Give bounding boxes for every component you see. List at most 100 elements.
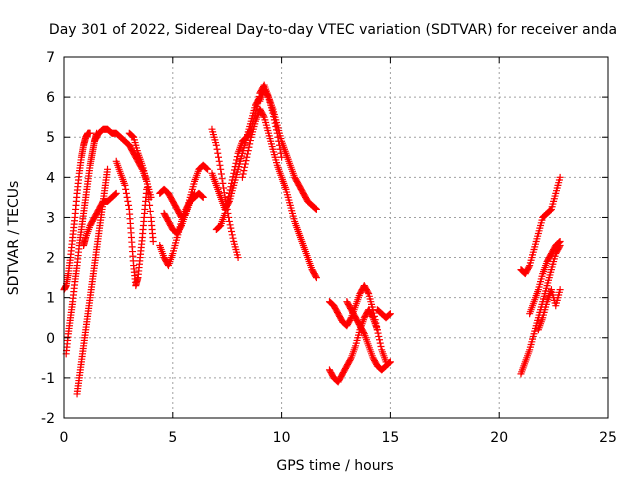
data-point-interp	[198, 192, 206, 200]
data-point-interp	[144, 189, 152, 197]
data-point	[225, 189, 233, 197]
data-point-interp	[386, 310, 394, 318]
data-point-interp	[122, 189, 130, 197]
data-point-interp	[364, 288, 372, 296]
series-track-u	[517, 242, 564, 378]
data-point-interp	[229, 173, 237, 181]
data-point-interp	[219, 179, 227, 187]
series-track-p	[325, 306, 390, 386]
data-point-interp	[230, 166, 238, 174]
data-point	[104, 165, 112, 173]
y-tick-label: 1	[46, 291, 55, 307]
data-point-interp	[312, 205, 320, 213]
data-point-interp	[145, 195, 153, 203]
data-point-interp	[228, 176, 236, 184]
data-point-interp	[190, 191, 198, 199]
data-point-interp	[123, 193, 131, 201]
data-point-interp	[233, 156, 241, 164]
data-point	[217, 165, 225, 173]
series-track-s	[373, 306, 394, 322]
data-point	[243, 153, 251, 161]
series-track-q	[325, 282, 381, 334]
series-track-t	[517, 173, 564, 278]
data-point-interp	[229, 234, 237, 242]
y-tick-label: 5	[46, 130, 55, 146]
data-point-interp	[214, 153, 222, 161]
data-point	[191, 189, 199, 197]
data-point-interp	[129, 133, 137, 141]
data-point	[312, 205, 320, 213]
data-point-interp	[214, 149, 222, 157]
data-point-interp	[375, 332, 383, 340]
data-point-interp	[223, 199, 231, 207]
data-point-interp	[228, 179, 236, 187]
data-point-interp	[259, 112, 267, 120]
y-tick-label: 3	[46, 210, 55, 226]
data-point-interp	[372, 319, 380, 327]
data-point-interp	[224, 196, 232, 204]
x-tick-label: 20	[490, 430, 508, 446]
data-point-interp	[311, 204, 319, 212]
data-point-interp	[347, 355, 355, 363]
data-point-interp	[360, 328, 368, 336]
data-point-interp	[124, 197, 132, 205]
data-point-interp	[203, 165, 211, 173]
data-point-interp	[111, 191, 119, 199]
series-track-i	[156, 161, 212, 221]
data-point-interp	[217, 170, 225, 178]
data-point-interp	[546, 207, 554, 215]
data-point-interp	[128, 132, 136, 140]
data-point-interp	[239, 170, 247, 178]
data-point-interp	[122, 185, 130, 193]
data-point-interp	[222, 203, 230, 211]
data-point	[373, 326, 381, 334]
y-tick-label: -1	[41, 371, 55, 387]
y-tick-label: 7	[46, 50, 55, 66]
data-point-interp	[525, 263, 533, 271]
plot-frame	[63, 56, 609, 419]
series-track-g	[125, 129, 157, 246]
data-point-interp	[220, 184, 228, 192]
data-point-interp	[125, 201, 133, 209]
data-point-interp	[220, 189, 228, 197]
y-tick-label: 2	[46, 251, 55, 267]
data-point	[234, 254, 242, 262]
data-point-interp	[241, 163, 249, 171]
data-point-interp	[225, 193, 233, 201]
x-tick-label: 25	[599, 430, 617, 446]
series-track-o	[256, 85, 320, 213]
data-point-interp	[385, 359, 393, 367]
data-point-interp	[146, 207, 154, 215]
data-point-interp	[215, 157, 223, 165]
x-tick-label: 0	[60, 430, 69, 446]
x-tick-label: 15	[381, 430, 399, 446]
data-point-interp	[244, 150, 252, 158]
data-point-interp	[376, 339, 384, 347]
series-track-l	[208, 125, 242, 262]
y-tick-label: -2	[41, 411, 55, 427]
data-point-interp	[370, 312, 378, 320]
data-point-interp	[374, 329, 382, 337]
data-point-interp	[245, 143, 253, 151]
series-track-n	[238, 105, 320, 282]
series-track-c	[73, 165, 112, 398]
data-point-interp	[555, 239, 563, 247]
y-axis-label: SDTVAR / TECUs	[6, 181, 22, 296]
data-point-interp	[227, 224, 235, 232]
data-point-interp	[246, 140, 254, 148]
data-point	[212, 141, 220, 149]
y-tick-label: 4	[46, 170, 55, 186]
data-point-interp	[213, 145, 221, 153]
data-point	[112, 189, 120, 197]
data-point-interp	[227, 183, 235, 191]
data-point-interp	[371, 316, 379, 324]
data-point-interp	[202, 164, 210, 172]
data-point	[312, 274, 320, 282]
data-point-interp	[218, 175, 226, 183]
y-tick-label: 0	[46, 331, 55, 347]
chart-title: Day 301 of 2022, Sidereal Day-to-day VTE…	[49, 22, 617, 38]
data-point-interp	[240, 167, 248, 175]
data-point	[204, 165, 212, 173]
